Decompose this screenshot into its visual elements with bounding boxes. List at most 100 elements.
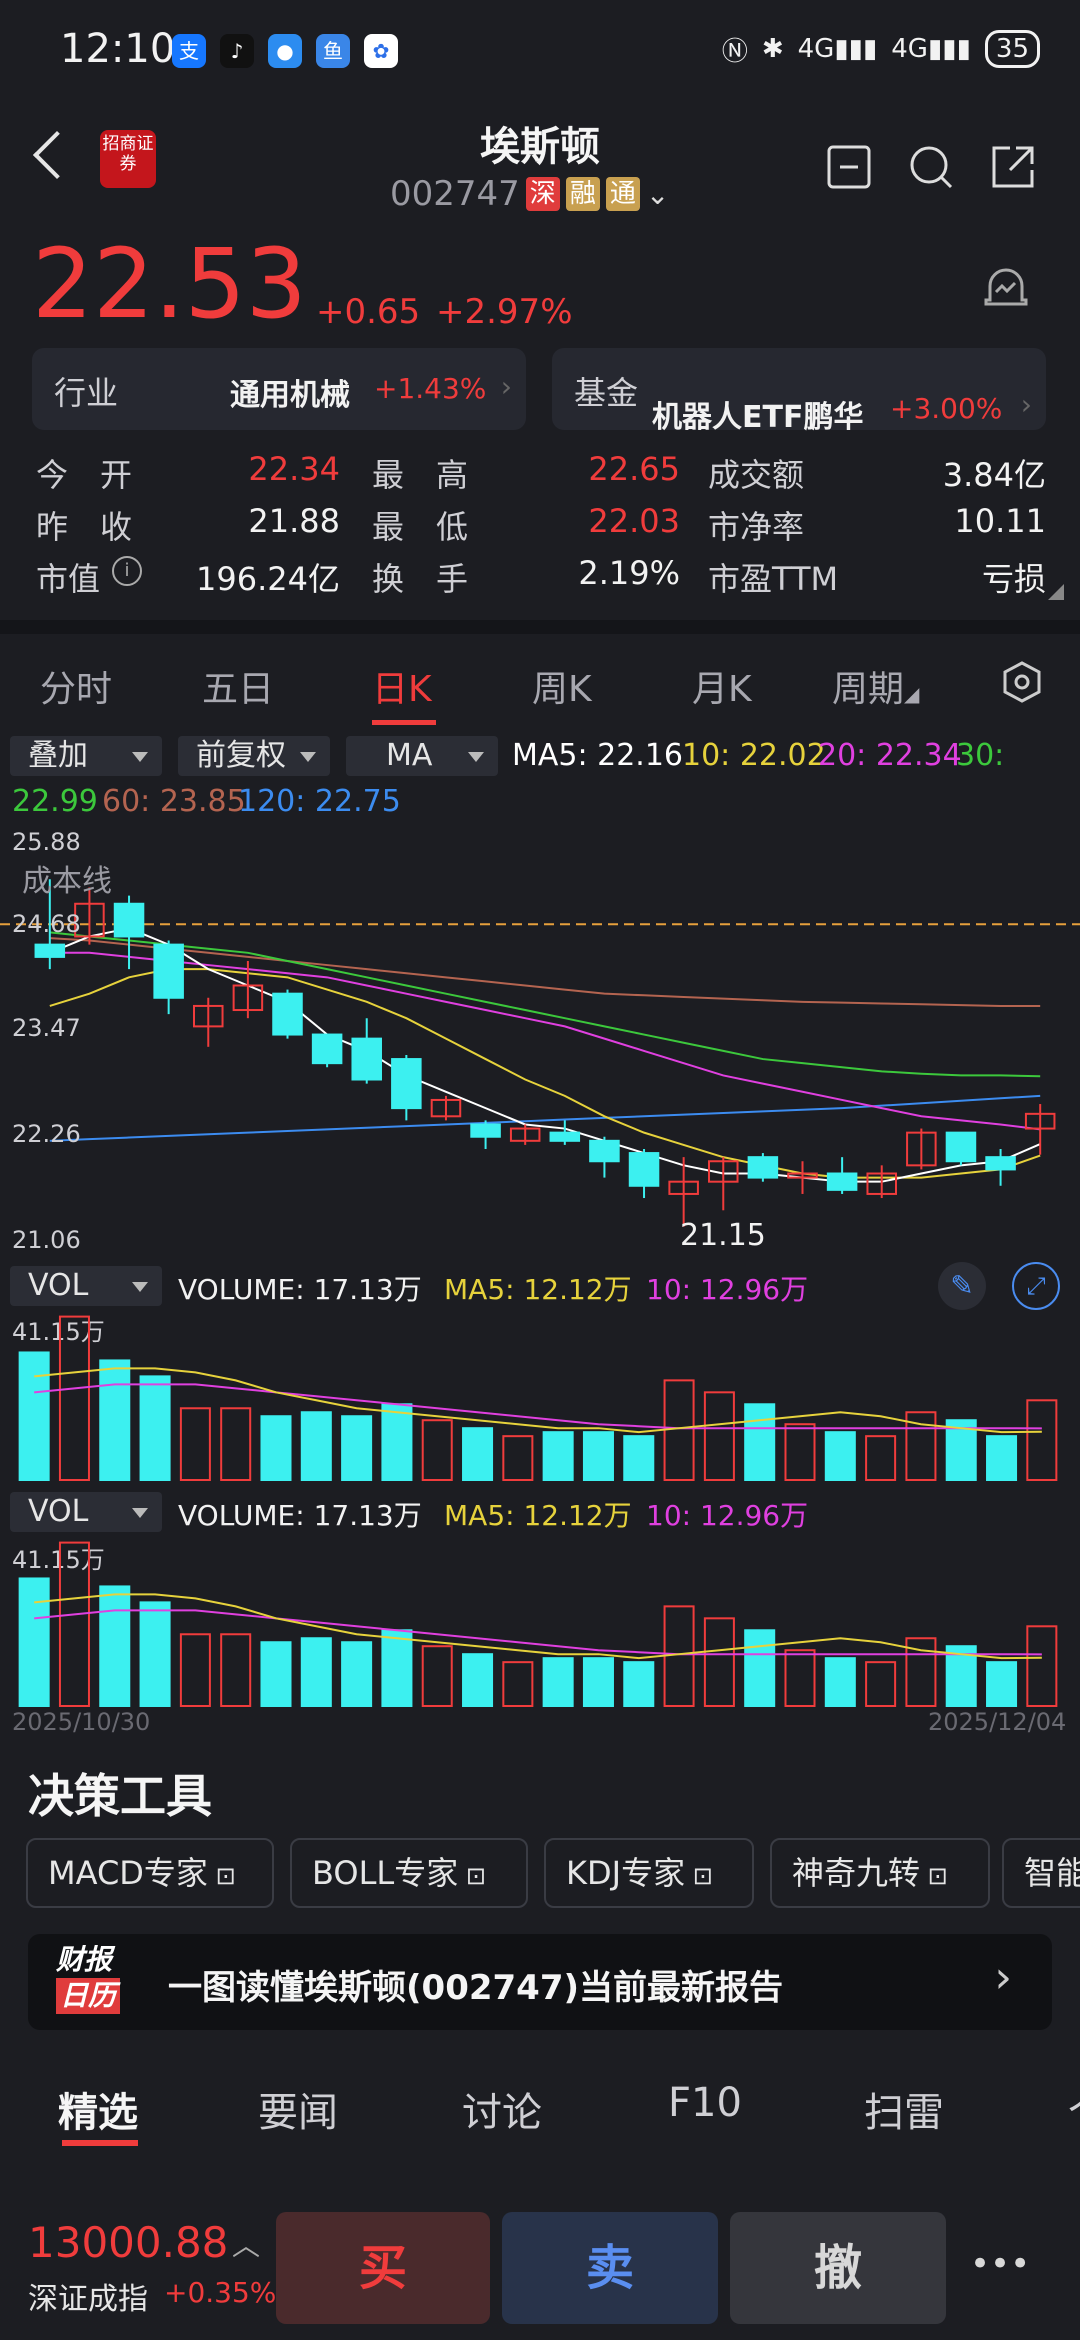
overlay-dropdown[interactable]: 叠加: [10, 736, 162, 776]
edit-pencil-icon[interactable]: ✎: [938, 1262, 986, 1310]
fullscreen-icon[interactable]: ⤢: [1012, 1262, 1060, 1310]
lock-icon: ⊡: [207, 1862, 236, 1890]
settings-hex-icon[interactable]: [1000, 660, 1044, 704]
stat-label: 今 开: [36, 456, 133, 494]
index-name: 深证成指: [28, 2282, 148, 2317]
chevron-right-icon: ›: [1020, 388, 1032, 421]
tool-button[interactable]: BOLL专家 ⊡: [290, 1838, 528, 1908]
expand-corner-icon[interactable]: [1048, 584, 1064, 600]
volume-bar: [986, 1435, 1018, 1481]
volume-bar: [300, 1411, 332, 1481]
ma30-value: 22.99: [12, 784, 98, 819]
candle-body: [351, 1037, 382, 1081]
volume-chart-1[interactable]: [0, 1308, 1080, 1484]
volume-bar: [220, 1633, 252, 1707]
fund-card[interactable]: 基金 机器人ETF鹏华 +3.00% ›: [552, 348, 1046, 435]
volume-bar: [582, 1431, 614, 1482]
content-tab[interactable]: 讨论: [462, 2090, 542, 2136]
baidu-icon: ✿: [364, 34, 398, 68]
badge-tong: 通: [605, 177, 640, 211]
content-tab[interactable]: F10: [668, 2080, 742, 2126]
volume-ma10-line: [34, 1609, 1042, 1656]
candle-body: [430, 1098, 462, 1118]
industry-card[interactable]: 行业 通用机械 +1.43% ›: [32, 348, 526, 430]
volume-bar: [905, 1637, 937, 1707]
volume-bar: [381, 1403, 413, 1481]
adjust-dropdown[interactable]: 前复权: [178, 736, 330, 776]
tool-label: 神奇九转: [792, 1854, 921, 1892]
price-axis-1: 25.88: [12, 828, 81, 856]
volume-bar: [744, 1403, 776, 1481]
lock-icon: ⊡: [685, 1862, 713, 1890]
content-tab[interactable]: 要闻: [258, 2090, 338, 2136]
tab-period[interactable]: 周期◢: [832, 669, 920, 710]
sell-button[interactable]: 卖: [502, 2212, 718, 2324]
candle-body: [589, 1139, 620, 1163]
vol-dropdown-1[interactable]: VOL: [10, 1266, 162, 1306]
industry-label: 行业: [54, 374, 119, 412]
cancel-order-button[interactable]: 撤: [730, 2212, 946, 2324]
more-icon[interactable]: •••: [970, 2244, 1031, 2284]
tool-button[interactable]: KDJ专家 ⊡: [544, 1838, 754, 1908]
tab-weekly-k[interactable]: 周K: [532, 669, 592, 710]
volume-bar: [260, 1415, 292, 1481]
tab-intraday[interactable]: 分时: [40, 669, 113, 710]
volume-bar: [824, 1657, 856, 1708]
candlestick-chart[interactable]: [0, 826, 1080, 1260]
volume-bar: [744, 1629, 776, 1707]
volume-bar: [824, 1431, 856, 1482]
active-tab-indicator: [372, 720, 436, 725]
candle-body: [232, 984, 264, 1012]
ma30-line: [49, 931, 1041, 1078]
volume-bar: [18, 1577, 50, 1708]
candle-body: [113, 902, 145, 938]
tab-monthly-k[interactable]: 月K: [692, 669, 752, 710]
content-tab[interactable]: 个: [1068, 2080, 1080, 2138]
stat-value: 22.03: [588, 502, 680, 540]
volume-bar: [502, 1661, 534, 1707]
volume-bar: [18, 1351, 50, 1482]
volume-bar: [99, 1585, 131, 1707]
volume-bar: [986, 1661, 1018, 1707]
volume-bar: [703, 1391, 735, 1481]
price-alert-bell-icon[interactable]: [976, 258, 1036, 318]
volume-bar: [220, 1407, 252, 1481]
tool-label: KDJ专家: [566, 1854, 686, 1892]
volume-bar: [260, 1641, 292, 1707]
volume-bar: [300, 1637, 332, 1707]
candle-body: [34, 943, 66, 958]
price-change: +0.65: [316, 292, 421, 332]
share-icon[interactable]: [990, 144, 1036, 190]
info-icon[interactable]: i: [112, 556, 142, 586]
stock-code-row[interactable]: 002747 深 融 通 ⌄: [390, 174, 669, 214]
stat-value: 亏损: [981, 560, 1046, 598]
buy-button[interactable]: 买: [276, 2212, 490, 2324]
ma5-label: MA5: 22.16: [512, 738, 684, 773]
volume-bar: [945, 1645, 977, 1707]
tab-daily-k[interactable]: 日K: [372, 669, 432, 710]
volume-chart-2[interactable]: [0, 1534, 1080, 1710]
report-banner[interactable]: 财报 日历 一图读懂埃斯顿(002747)当前最新报告 ›: [28, 1934, 1052, 2030]
stat-value: 22.65: [588, 450, 680, 488]
stat-value: 10.11: [954, 502, 1046, 540]
lock-icon: ⊡: [920, 1862, 948, 1890]
volume-value-1: VOLUME: 17.13万: [178, 1273, 422, 1306]
tool-button[interactable]: MACD专家 ⊡: [26, 1838, 274, 1908]
status-bar: 12:10 支 ♪ ● 鱼 ✿ Ⓝ ✱ 4G▮▮▮ 4G▮▮▮ 35: [0, 0, 1080, 100]
tab-five-day[interactable]: 五日: [202, 669, 275, 710]
search-icon[interactable]: [908, 144, 954, 190]
content-tab[interactable]: 精选: [58, 2090, 138, 2136]
broker-logo: 招商证券: [100, 130, 156, 188]
tool-button[interactable]: 神奇九转 ⊡: [770, 1838, 990, 1908]
candle-body: [153, 943, 184, 999]
ma60-label: 60: 23.85: [102, 784, 246, 819]
chevron-up-icon[interactable]: ︿: [232, 2229, 261, 2262]
vol-dropdown-2[interactable]: VOL: [10, 1492, 162, 1532]
content-tab[interactable]: 扫雷: [864, 2090, 944, 2136]
volume-ma10-1: 10: 12.96万: [646, 1273, 809, 1306]
chevron-right-icon: ›: [500, 370, 512, 403]
tool-button[interactable]: 智能: [1002, 1838, 1080, 1908]
minimize-icon[interactable]: [826, 144, 872, 190]
indicator-dropdown[interactable]: MA: [346, 736, 498, 776]
volume-bar: [582, 1657, 614, 1708]
